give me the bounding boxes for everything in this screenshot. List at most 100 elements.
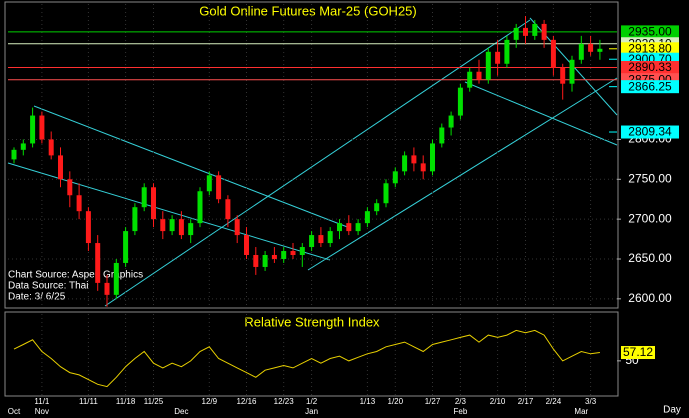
y-tick-label: 2650.00	[628, 251, 672, 265]
candle-body	[76, 195, 82, 212]
source-note: Date: 3/ 6/25	[8, 292, 66, 303]
candle-body	[160, 219, 166, 232]
level-box	[621, 60, 679, 74]
candle-body	[299, 247, 305, 256]
source-note: Data Source: Thai	[8, 281, 88, 292]
candle-body	[364, 211, 370, 224]
x-tick-label: 12/9	[202, 397, 218, 406]
x-month-label: Oct	[8, 407, 21, 416]
rsi-frame	[4, 311, 619, 397]
candle-body	[532, 23, 538, 36]
rsi-title: Relative Strength Index	[244, 314, 380, 329]
candle-body	[271, 255, 277, 259]
candle-body	[374, 203, 380, 212]
candle-body	[216, 175, 222, 200]
candle-body	[141, 187, 147, 208]
candle-body	[95, 243, 101, 283]
candle-body	[346, 223, 352, 232]
x-tick-label: 1/20	[388, 397, 404, 406]
rsi-value-label: 57.12	[623, 345, 653, 359]
level-box	[621, 125, 679, 139]
x-tick-label: 2/17	[518, 397, 534, 406]
x-tick-label: 2/10	[490, 397, 506, 406]
source-note: Chart Source: Aspen Graphics	[8, 270, 143, 281]
candle-body	[523, 27, 528, 36]
candle-body	[569, 59, 575, 84]
candle-body	[48, 139, 54, 156]
candle-body	[318, 235, 324, 244]
x-tick-label: 12/16	[236, 397, 257, 406]
candle-body	[439, 127, 445, 144]
candle-body	[411, 155, 417, 164]
candle-body	[337, 223, 342, 232]
x-month-label: Dec	[174, 407, 188, 416]
x-tick-label: 11/1	[34, 397, 50, 406]
chart-title: Gold Online Futures Mar-25 (GOH25)	[199, 3, 416, 18]
candle-body	[485, 51, 491, 80]
candle-body	[20, 143, 26, 150]
candle-body	[104, 282, 110, 295]
y-tick-label: 2600.00	[628, 291, 672, 305]
candle-body	[123, 231, 129, 263]
candle-body	[151, 187, 156, 220]
candle-body	[262, 255, 268, 267]
rsi-value-box	[621, 346, 655, 360]
candle-body	[513, 27, 519, 40]
candle-body	[132, 207, 138, 232]
level-box	[621, 80, 679, 94]
candle-body	[39, 115, 45, 140]
candle-body	[588, 43, 594, 52]
candle-body	[225, 199, 231, 220]
candle-body	[67, 179, 73, 196]
y-tick-label: 2750.00	[628, 171, 672, 185]
level-label: 2913.80	[628, 41, 672, 55]
x-tick-label: 12/23	[274, 397, 295, 406]
candle-body	[30, 115, 36, 144]
level-label: 2866.25	[628, 79, 672, 93]
candle-body	[188, 223, 194, 236]
price-frame	[4, 1, 619, 309]
candle-body	[560, 67, 566, 84]
x-tick-label: 1/13	[360, 397, 376, 406]
candle-body	[392, 171, 398, 184]
candle-body	[430, 143, 435, 172]
candle-body	[234, 219, 240, 236]
x-month-label: Jan	[305, 407, 318, 416]
candle-body	[550, 39, 556, 68]
candle-body	[244, 235, 249, 256]
candle-body	[113, 262, 119, 295]
x-month-label: Feb	[454, 407, 468, 416]
candle-body	[85, 211, 91, 244]
level-label: 2809.34	[628, 125, 672, 139]
candle-body	[355, 223, 361, 232]
candle-body	[467, 71, 473, 88]
candle-body	[327, 231, 333, 244]
candle-body	[578, 43, 584, 60]
candle-body	[178, 219, 184, 236]
candle-body	[281, 251, 287, 259]
x-tick-label: 1/27	[425, 397, 441, 406]
level-label: 2935.00	[628, 25, 672, 39]
x-tick-label: 2/24	[546, 397, 562, 406]
candle-body	[476, 71, 482, 80]
x-tick-label: 11/18	[116, 397, 136, 406]
level-box	[621, 25, 679, 39]
candle-body	[495, 51, 501, 64]
x-tick-label: 11/25	[144, 397, 164, 406]
candle-body	[420, 163, 426, 172]
candle-body	[457, 87, 463, 116]
candle-body	[253, 255, 259, 267]
candle-body	[504, 39, 510, 64]
x-tick-label: 1/2	[306, 397, 318, 406]
candle-body	[541, 23, 547, 40]
x-tick-label: 11/11	[79, 397, 98, 406]
x-tick-label: 2/3	[455, 397, 467, 406]
x-axis-label: Day	[663, 405, 681, 416]
candle-body	[58, 155, 63, 180]
candle-body	[383, 183, 389, 204]
rsi-line	[13, 329, 600, 388]
x-month-label: Nov	[35, 407, 49, 416]
candle-body	[448, 115, 454, 128]
